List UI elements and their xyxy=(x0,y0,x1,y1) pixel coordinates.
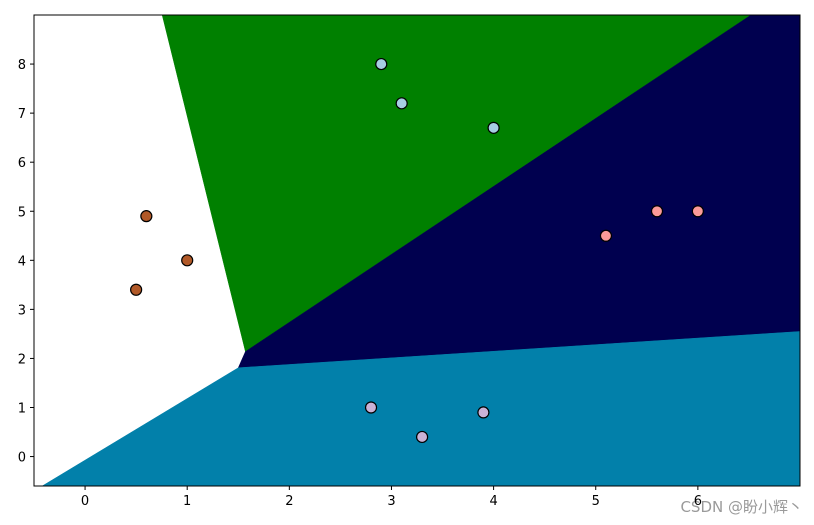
point xyxy=(364,401,378,414)
y-tick-label: 8 xyxy=(18,58,26,73)
y-tick-label: 7 xyxy=(18,107,26,122)
point xyxy=(599,229,613,242)
x-tick-label: 4 xyxy=(489,494,497,509)
y-tick-label: 1 xyxy=(18,402,26,417)
regions xyxy=(34,15,800,486)
y-tick-label: 5 xyxy=(18,205,26,220)
point xyxy=(487,121,500,134)
x-tick-label: 0 xyxy=(81,494,89,509)
x-tick-label: 3 xyxy=(387,494,395,509)
x-tick-label: 1 xyxy=(183,494,191,509)
y-tick-label: 4 xyxy=(18,254,26,269)
plot-area xyxy=(34,15,800,486)
point xyxy=(650,205,664,218)
y-tick-label: 3 xyxy=(18,303,26,318)
x-tick-label: 5 xyxy=(592,494,600,509)
point xyxy=(130,283,143,296)
point xyxy=(181,254,194,267)
decision-region xyxy=(41,331,800,486)
point xyxy=(375,57,388,71)
axes-frame xyxy=(33,14,801,487)
x-tick-label: 2 xyxy=(285,494,293,509)
point xyxy=(477,406,490,419)
watermark: CSDN @盼小辉丶 xyxy=(680,498,803,516)
point xyxy=(395,97,408,110)
x-tick-label: 6 xyxy=(694,494,702,509)
y-tick-label: 2 xyxy=(18,352,26,367)
y-tick-label: 0 xyxy=(18,451,26,466)
y-tick-label: 6 xyxy=(18,156,26,171)
point xyxy=(691,205,704,218)
point xyxy=(140,210,153,223)
point xyxy=(416,430,429,444)
